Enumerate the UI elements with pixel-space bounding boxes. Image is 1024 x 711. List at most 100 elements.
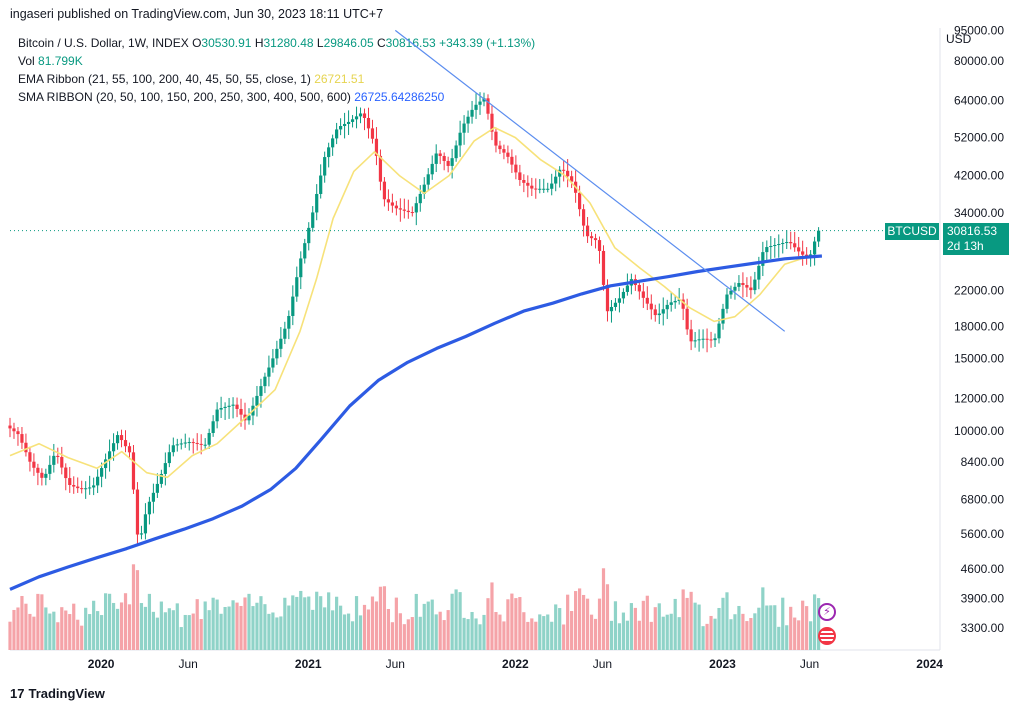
candle-body — [247, 415, 251, 421]
volume-bar — [88, 614, 92, 650]
legend-sma-label[interactable]: SMA RIBBON (20, 50, 100, 150, 200, 250, … — [18, 90, 351, 104]
candle-body — [255, 395, 259, 406]
trendline — [394, 29, 786, 332]
volume-bar — [809, 621, 813, 650]
candle-body — [163, 463, 167, 474]
candle-body — [530, 185, 534, 189]
volume-bar — [76, 619, 80, 650]
volume-bar — [498, 614, 502, 650]
us-flag-icon[interactable] — [818, 627, 836, 645]
candle-body — [801, 251, 805, 255]
candle-body — [16, 431, 20, 435]
volume-bar — [574, 591, 578, 650]
candle-body — [585, 225, 590, 237]
candle-body — [358, 113, 363, 117]
volume-bar — [331, 610, 335, 650]
volume-bar — [466, 619, 470, 650]
volume-bar — [374, 601, 379, 650]
candle-body — [199, 443, 203, 445]
volume-bar — [813, 594, 817, 650]
y-tick-label: 22000.00 — [954, 284, 1004, 298]
volume-bar — [805, 606, 809, 650]
candle-body — [307, 227, 311, 244]
candle-body — [681, 299, 685, 309]
candle-body — [749, 287, 753, 291]
candle-body — [474, 104, 478, 110]
candle-body — [398, 208, 402, 210]
candle-body — [410, 212, 414, 214]
candle-body — [450, 158, 454, 166]
candle-body — [203, 444, 207, 446]
currency-label[interactable]: USD — [946, 32, 972, 46]
volume-bar — [697, 604, 701, 650]
volume-bar — [585, 598, 590, 650]
candle-body — [92, 485, 96, 488]
candle-body — [195, 442, 199, 444]
x-tick-label: Jun — [178, 657, 197, 671]
volume-bar — [414, 593, 418, 650]
volume-bar — [410, 617, 414, 650]
candle-body — [342, 123, 347, 127]
ema-ribbon-line — [9, 126, 822, 479]
volume-bar — [621, 612, 626, 650]
volume-bar — [147, 593, 152, 650]
candle-body — [402, 209, 406, 211]
volume-bar — [625, 620, 629, 650]
volume-bar — [323, 607, 327, 650]
volume-bar — [350, 621, 355, 650]
candle-body — [24, 442, 28, 453]
volume-bar — [44, 607, 48, 650]
candle-body — [498, 145, 502, 150]
candle-body — [362, 113, 367, 118]
volume-bar — [32, 616, 36, 650]
volume-bar — [558, 608, 562, 650]
candle-body — [323, 157, 327, 176]
volume-bar — [729, 619, 733, 650]
volume-bar — [510, 593, 514, 650]
candle-body — [335, 129, 339, 139]
volume-bar — [151, 611, 155, 650]
volume-bar — [506, 599, 510, 650]
candle-body — [721, 308, 725, 324]
volume-bar — [426, 601, 430, 650]
volume-bar — [231, 600, 235, 650]
candle-body — [601, 250, 606, 285]
candle-body — [283, 328, 287, 339]
candle-body — [765, 247, 769, 253]
volume-bar — [191, 613, 195, 650]
candle-body — [697, 339, 701, 341]
candle-body — [510, 156, 514, 165]
tradingview-logo[interactable]: 17 TradingView — [10, 686, 105, 701]
legend-symbol[interactable]: Bitcoin / U.S. Dollar, 1W, INDEX — [18, 36, 189, 50]
candle-body — [366, 117, 371, 129]
y-tick-label: 18000.00 — [954, 319, 1004, 333]
volume-bar — [737, 605, 741, 650]
volume-bar — [103, 593, 108, 650]
volume-bar — [418, 616, 422, 650]
volume-bar — [522, 612, 526, 650]
volume-bar — [470, 611, 474, 650]
candle-body — [159, 473, 163, 484]
candle-body — [44, 473, 48, 478]
legend-ema-row: EMA Ribbon (21, 55, 100, 200, 40, 45, 50… — [18, 70, 535, 88]
volume-bar — [219, 613, 223, 650]
volume-bar — [653, 607, 657, 650]
volume-bar — [530, 618, 534, 650]
candle-body — [657, 313, 661, 316]
candle-body — [773, 245, 777, 247]
candle-body — [422, 184, 426, 194]
candle-body — [665, 304, 669, 310]
candle-body — [40, 472, 44, 478]
volume-bar — [649, 621, 653, 650]
volume-bar — [119, 602, 124, 650]
lightning-icon[interactable]: ⚡ — [818, 603, 836, 621]
candle-body — [438, 153, 442, 157]
legend-open: 30530.91 — [201, 36, 252, 50]
volume-bar — [816, 598, 821, 650]
candle-body — [725, 294, 729, 309]
volume-bar — [203, 601, 207, 650]
volume-bar — [398, 613, 402, 650]
candle-body — [717, 323, 721, 339]
legend-ema-label[interactable]: EMA Ribbon (21, 55, 100, 200, 40, 45, 50… — [18, 72, 311, 86]
